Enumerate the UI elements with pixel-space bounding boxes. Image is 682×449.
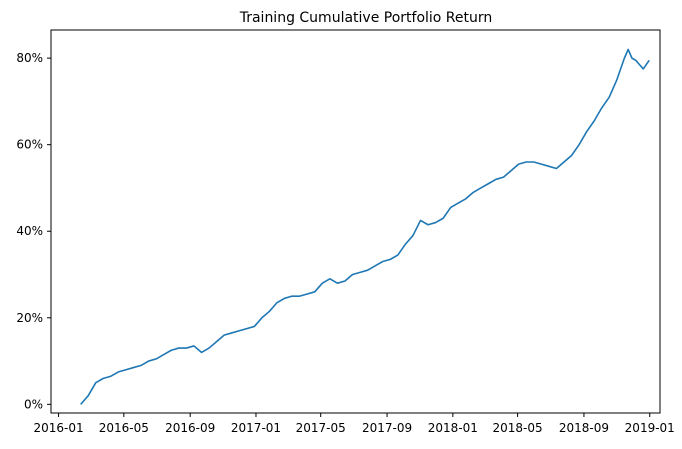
plot-area	[80, 48, 650, 405]
chart-title: Training Cumulative Portfolio Return	[239, 10, 493, 26]
y-tick-label: 80%	[16, 51, 43, 65]
x-tick-label: 2016-01	[33, 421, 83, 435]
x-tick-label: 2016-05	[99, 421, 149, 435]
x-tick-label: 2017-05	[296, 421, 346, 435]
x-axis: 2016-01 2016-05 2016-09 2017-01 2017-05 2017-…	[33, 413, 675, 435]
x-tick-label: 2018-09	[559, 421, 609, 435]
series-line	[80, 48, 650, 405]
y-tick-label: 40%	[16, 224, 43, 238]
x-tick-label: 2016-09	[165, 421, 215, 435]
x-tick-label: 2018-05	[493, 421, 543, 435]
y-tick-label: 60%	[16, 138, 43, 152]
y-tick-label: 0%	[24, 397, 43, 411]
plot-frame	[50, 29, 661, 414]
x-tick-label: 2019-01	[625, 421, 675, 435]
x-tick-label: 2017-01	[231, 421, 281, 435]
x-tick-label: 2017-09	[362, 421, 412, 435]
y-axis: 0% 20% 40% 60% 80%	[16, 51, 51, 411]
x-tick-label: 2018-01	[428, 421, 478, 435]
y-tick-label: 20%	[16, 311, 43, 325]
